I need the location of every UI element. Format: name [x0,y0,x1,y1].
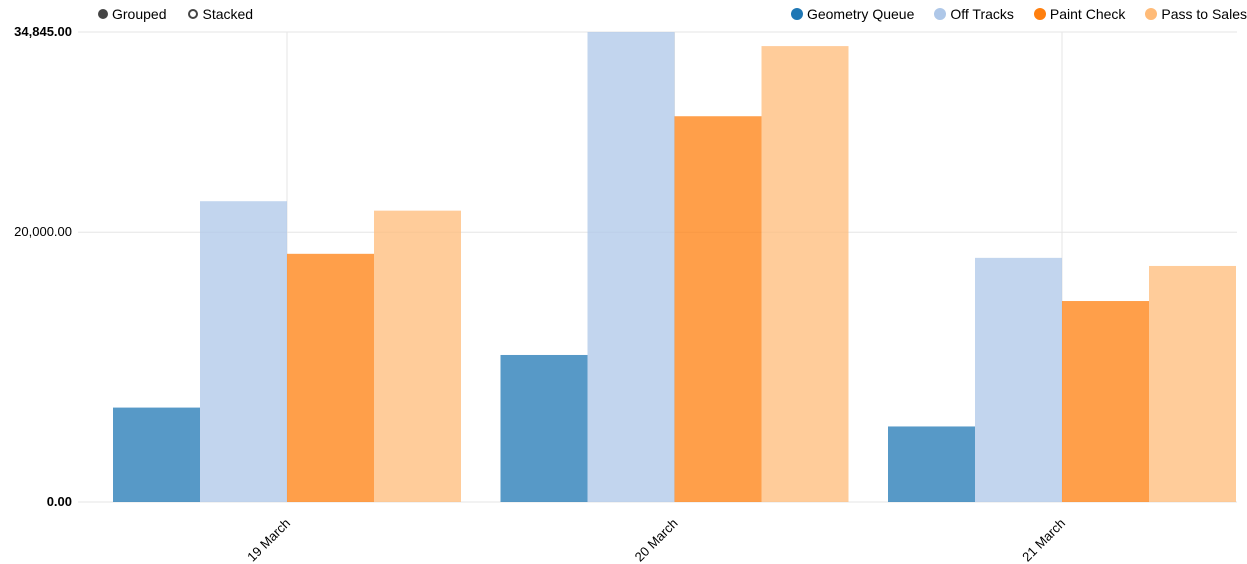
legend-label: Paint Check [1049,6,1126,22]
bar [761,46,849,503]
legend-swatch [790,8,803,20]
bars [113,32,1236,503]
y-tick-label: 20,000.00 [14,224,72,239]
x-tick-label: 19 March [244,516,293,564]
bar [888,426,975,502]
bar [500,354,588,502]
legend-label: Pass to Sales [1161,6,1247,22]
bar [975,257,1062,502]
stacked-label: Stacked [202,6,254,22]
legend-item-paint-check[interactable]: Paint Check [1033,6,1126,22]
legend-item-geometry-queue[interactable]: Geometry Queue [790,6,915,22]
stacked-radio-dot [188,9,199,19]
bar [374,210,461,503]
legend-label: Off Tracks [950,6,1014,22]
bar [1062,301,1149,502]
x-axis-ticks: 19 March 20 March 21 March [244,516,1068,564]
bar [674,116,762,502]
bar [287,253,374,502]
legend-item-pass-to-sales[interactable]: Pass to Sales [1145,6,1247,22]
legend-swatch [1145,8,1158,20]
bar [200,201,287,502]
bar [1149,265,1236,502]
grouped-label: Grouped [112,6,167,22]
chart-legend: Geometry Queue Off Tracks Paint Check Pa… [771,6,1247,22]
chart-mode-controls: Grouped Stacked [98,6,275,22]
legend-swatch [1033,8,1046,20]
bar [113,407,200,502]
y-tick-label: 34,845.00 [14,24,72,39]
legend-item-off-tracks[interactable]: Off Tracks [934,6,1014,22]
x-tick-label: 21 March [1019,516,1068,564]
y-tick-label: 0.00 [47,494,72,509]
bar [587,32,675,502]
grouped-radio[interactable]: Grouped [98,6,166,22]
x-tick-label: 20 March [632,516,681,564]
legend-swatch [934,8,947,20]
legend-label: Geometry Queue [806,6,915,22]
stacked-radio[interactable]: Stacked [188,6,253,22]
y-axis-ticks: 0.00 20,000.00 34,845.00 [14,24,72,509]
grouped-radio-dot [98,9,108,19]
